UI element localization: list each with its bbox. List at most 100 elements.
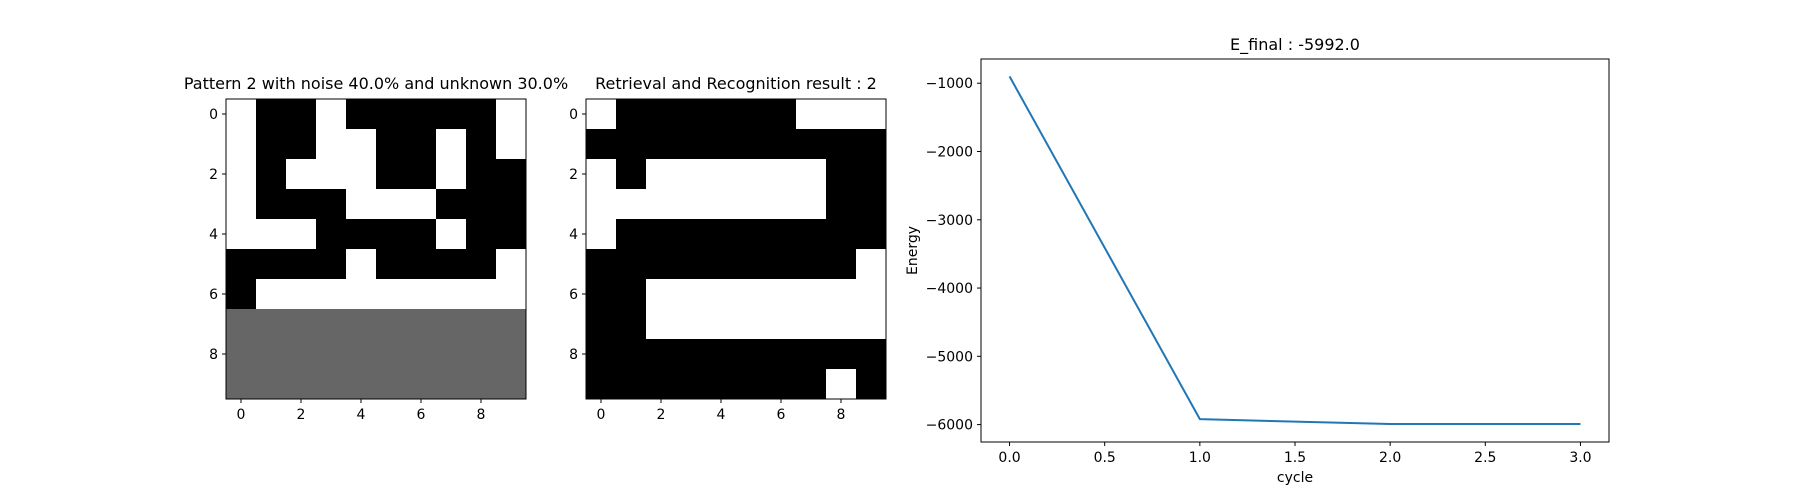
heatmap-cell xyxy=(826,99,857,130)
y-tick-label: 8 xyxy=(569,347,578,363)
heatmap-cell xyxy=(826,339,857,370)
heatmap-cell xyxy=(406,309,437,340)
heatmap-cell xyxy=(226,99,257,130)
heatmap-cell xyxy=(346,309,377,340)
heatmap-cell xyxy=(736,159,767,190)
heatmap-cell xyxy=(646,339,677,370)
heatmap-cell xyxy=(616,129,647,160)
heatmap-cell xyxy=(586,129,617,160)
heatmap-cell xyxy=(436,99,467,130)
heatmap-cell xyxy=(466,99,497,130)
heatmap-cell xyxy=(616,159,647,190)
heatmap-cell xyxy=(496,189,527,220)
heatmap-cell xyxy=(826,189,857,220)
heatmap-cell xyxy=(856,189,887,220)
x-tick-label: 4 xyxy=(357,407,366,423)
heatmap-cell xyxy=(436,309,467,340)
heatmap-cell xyxy=(346,339,377,370)
heatmap-cell xyxy=(316,189,347,220)
heatmap-cell xyxy=(676,339,707,370)
heatmap-cell xyxy=(736,219,767,250)
heatmap-cell xyxy=(226,189,257,220)
heatmap-cell xyxy=(406,219,437,250)
heatmap-cell xyxy=(376,309,407,340)
heatmap-cell xyxy=(766,339,797,370)
heatmap-cell xyxy=(646,129,677,160)
heatmap-cell xyxy=(286,129,317,160)
x-tick-label: 0 xyxy=(237,407,246,423)
heatmap-cell xyxy=(346,189,377,220)
heatmap-cell xyxy=(496,249,527,280)
heatmap-cell xyxy=(316,249,347,280)
heatmap-cell xyxy=(496,99,527,130)
heatmap-cell xyxy=(646,189,677,220)
heatmap-cell xyxy=(766,309,797,340)
y-tick-label: 0 xyxy=(569,107,578,123)
heatmap-cell xyxy=(316,339,347,370)
heatmap-cell xyxy=(736,369,767,400)
heatmap-cell xyxy=(706,99,737,130)
heatmap-cell xyxy=(316,279,347,310)
chart-title: Retrieval and Recognition result : 2 xyxy=(595,74,877,93)
heatmap-cell xyxy=(676,189,707,220)
y-tick-label: −5000 xyxy=(926,349,973,365)
heatmap-cell xyxy=(286,369,317,400)
x-tick-label: 1.5 xyxy=(1284,450,1306,466)
heatmap-cell xyxy=(286,159,317,190)
x-tick-label: 2.0 xyxy=(1379,450,1401,466)
heatmap-cell xyxy=(676,219,707,250)
heatmap-cell xyxy=(676,159,707,190)
heatmap-cell xyxy=(376,369,407,400)
heatmap-cell xyxy=(286,99,317,130)
heatmap-cell xyxy=(286,219,317,250)
heatmap-cell xyxy=(826,249,857,280)
heatmap-cell xyxy=(616,249,647,280)
heatmap-cell xyxy=(466,219,497,250)
heatmap-cell xyxy=(736,129,767,160)
heatmap-cell xyxy=(226,249,257,280)
heatmap-cell xyxy=(406,159,437,190)
heatmap-cell xyxy=(466,339,497,370)
x-tick-label: 0.5 xyxy=(1094,450,1116,466)
heatmap-cell xyxy=(286,249,317,280)
heatmap-frame xyxy=(225,98,527,400)
heatmap-cell xyxy=(256,99,287,130)
heatmap-cell xyxy=(346,219,377,250)
heatmap-cell xyxy=(706,309,737,340)
heatmap-cell xyxy=(466,309,497,340)
heatmap-cell xyxy=(376,189,407,220)
heatmap-cell xyxy=(346,279,377,310)
y-tick-label: 6 xyxy=(569,287,578,303)
heatmap-cell xyxy=(826,219,857,250)
heatmap-cell xyxy=(646,309,677,340)
heatmap-cell xyxy=(586,249,617,280)
heatmap-cell xyxy=(646,249,677,280)
heatmap-cell xyxy=(586,369,617,400)
y-tick-label: −4000 xyxy=(926,281,973,297)
heatmap-cell xyxy=(226,279,257,310)
heatmap-cell xyxy=(826,279,857,310)
heatmap-cell xyxy=(766,99,797,130)
heatmap-cell xyxy=(316,129,347,160)
heatmap-cell xyxy=(256,219,287,250)
heatmap-cell xyxy=(856,339,887,370)
heatmap-cell xyxy=(226,309,257,340)
heatmap-cell xyxy=(256,339,287,370)
heatmap-cell xyxy=(616,309,647,340)
heatmap-cell xyxy=(496,339,527,370)
heatmap-cell xyxy=(856,99,887,130)
heatmap-cell xyxy=(856,219,887,250)
x-tick-label: 4 xyxy=(717,407,726,423)
heatmap-cell xyxy=(676,369,707,400)
plot-frame xyxy=(980,58,1610,443)
heatmap-cell xyxy=(826,369,857,400)
heatmap-cell xyxy=(856,309,887,340)
heatmap-cell xyxy=(796,159,827,190)
heatmap-cell xyxy=(616,369,647,400)
x-tick-label: 3.0 xyxy=(1569,450,1591,466)
heatmap-cell xyxy=(496,219,527,250)
heatmap-cell xyxy=(826,129,857,160)
heatmap-cell xyxy=(646,369,677,400)
y-tick-label: −6000 xyxy=(926,418,973,434)
